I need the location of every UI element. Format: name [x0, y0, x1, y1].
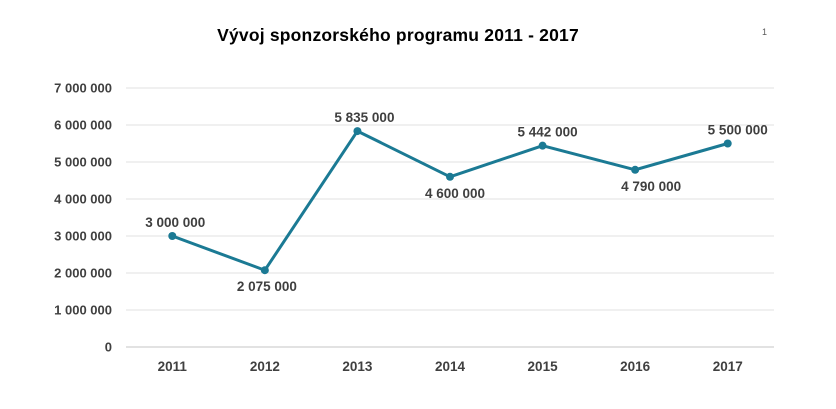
data-point-label-2012: 2 075 000	[237, 279, 297, 294]
data-point-label-2013: 5 835 000	[334, 110, 394, 125]
y-axis-tick-label: 4 000 000	[54, 192, 112, 207]
y-axis-tick-label: 5 000 000	[54, 155, 112, 170]
y-axis-tick-label: 6 000 000	[54, 118, 112, 133]
y-axis-tick-label: 7 000 000	[54, 81, 112, 96]
data-point-2012	[260, 266, 269, 275]
y-axis-tick-label: 2 000 000	[54, 266, 112, 281]
x-axis-tick-label: 2016	[620, 359, 651, 374]
data-point-label-2016: 4 790 000	[621, 179, 681, 194]
data-point-2017	[723, 139, 732, 148]
x-axis-tick-label: 2013	[342, 359, 373, 374]
data-point-label-2011: 3 000 000	[145, 215, 205, 230]
data-point-2016	[631, 165, 640, 174]
data-point-2015	[538, 141, 547, 150]
x-axis-tick-label: 2012	[250, 359, 280, 374]
data-point-2013	[353, 127, 362, 136]
page-number: 1	[762, 27, 768, 37]
x-axis-tick-label: 2014	[435, 359, 466, 374]
x-axis-tick-label: 2015	[528, 359, 559, 374]
y-axis-tick-label: 1 000 000	[54, 303, 112, 318]
x-axis-tick-label: 2011	[158, 359, 188, 374]
data-point-label-2014: 4 600 000	[425, 186, 485, 201]
data-point-2011	[168, 232, 177, 240]
data-point-label-2015: 5 442 000	[518, 125, 578, 140]
data-point-label-2017: 5 500 000	[708, 123, 768, 138]
chart-title: Vývoj sponzorského programu 2011 - 2017	[217, 25, 579, 45]
x-axis-tick-label: 2017	[713, 359, 743, 374]
y-axis-tick-label: 3 000 000	[54, 229, 112, 244]
data-point-2014	[446, 172, 454, 181]
y-axis-tick-label: 0	[105, 340, 112, 355]
